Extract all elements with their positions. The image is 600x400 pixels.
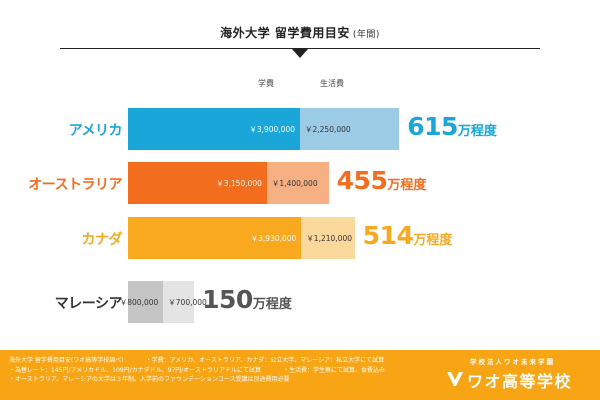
bar-living: ￥700,000	[163, 281, 207, 323]
category-label: アメリカ	[68, 123, 123, 139]
bar-tuition: ￥3,930,000	[128, 217, 302, 259]
total-unit: 万程度	[413, 233, 453, 248]
title-pointer	[292, 49, 308, 58]
footer-note-line: 海外大学 留学費用目安(ワオ高等学校調べ) ・学費：アメリカ、オーストラリア、カナ…	[9, 356, 385, 366]
bar-living: ￥1,400,000	[266, 162, 329, 204]
bar-living: ￥1,210,000	[301, 217, 355, 259]
legend-living-label: 生活費	[320, 79, 344, 88]
school-name: ワオ高等学校	[467, 372, 573, 391]
footer-note-exchange: ・為替レート：145円/アメリカドル、109円/カナダドル、97円/オーストラリ…	[9, 366, 262, 374]
footer-notes: 海外大学 留学費用目安(ワオ高等学校調べ) ・学費：アメリカ、オーストラリア、カナ…	[9, 356, 385, 385]
bar-tuition: ￥3,150,000	[128, 162, 267, 204]
chart-title-wrap: 海外大学 留学費用目安 (年間)	[0, 22, 600, 41]
footer-note-source: 海外大学 留学費用目安(ワオ高等学校調べ)	[9, 357, 124, 364]
footer-note-foundation: ・オーストラリア、マレーシアの大学は３年制。入学前のファウンデーションコース受講…	[9, 376, 290, 383]
bar-living: ￥2,250,000	[300, 108, 400, 150]
legend-tuition-label: 学費	[258, 79, 274, 88]
bar-tuition: ￥3,900,000	[128, 108, 300, 150]
chart-title-suffix: (年間)	[352, 30, 380, 40]
category-label: マレーシア	[54, 296, 123, 312]
footer-band: 海外大学 留学費用目安(ワオ高等学校調べ) ・学費：アメリカ、オーストラリア、カナ…	[0, 350, 600, 400]
total-number: 514	[362, 221, 414, 250]
total-unit: 万程度	[252, 297, 292, 312]
footer-note-living: ・生活費：学生寮にて試算、食費込み	[283, 366, 386, 374]
footer-note-line: ・為替レート：145円/アメリカドル、109円/カナダドル、97円/オーストラリ…	[9, 366, 385, 376]
school-logo-icon	[447, 372, 463, 386]
chart-title-text: 海外大学 留学費用目安	[220, 26, 350, 40]
footer-note-line: ・オーストラリア、マレーシアの大学は３年制。入学前のファウンデーションコース受講…	[9, 375, 385, 385]
school-corporation-name: 学校法人ワオ未来学園	[470, 358, 555, 366]
category-label: カナダ	[81, 232, 123, 248]
total-label: 150万程度	[202, 285, 292, 314]
total-number: 615	[407, 112, 458, 141]
total-label: 514万程度	[363, 221, 453, 250]
total-unit: 万程度	[457, 124, 497, 139]
category-label: オーストラリア	[28, 177, 122, 193]
total-number: 150	[202, 285, 253, 314]
total-unit: 万程度	[387, 178, 427, 193]
total-label: 615万程度	[407, 112, 497, 141]
bar-tuition: ￥800,000	[120, 281, 164, 323]
footer-note-tuition: ・学費：アメリカ、オーストラリア、カナダ：公立大学、マレーシア：私立大学にて試算	[145, 357, 385, 364]
total-label: 455万程度	[337, 166, 427, 195]
total-number: 455	[336, 166, 388, 195]
title-underline	[60, 48, 540, 49]
chart-title: 海外大学 留学費用目安 (年間)	[220, 26, 380, 40]
